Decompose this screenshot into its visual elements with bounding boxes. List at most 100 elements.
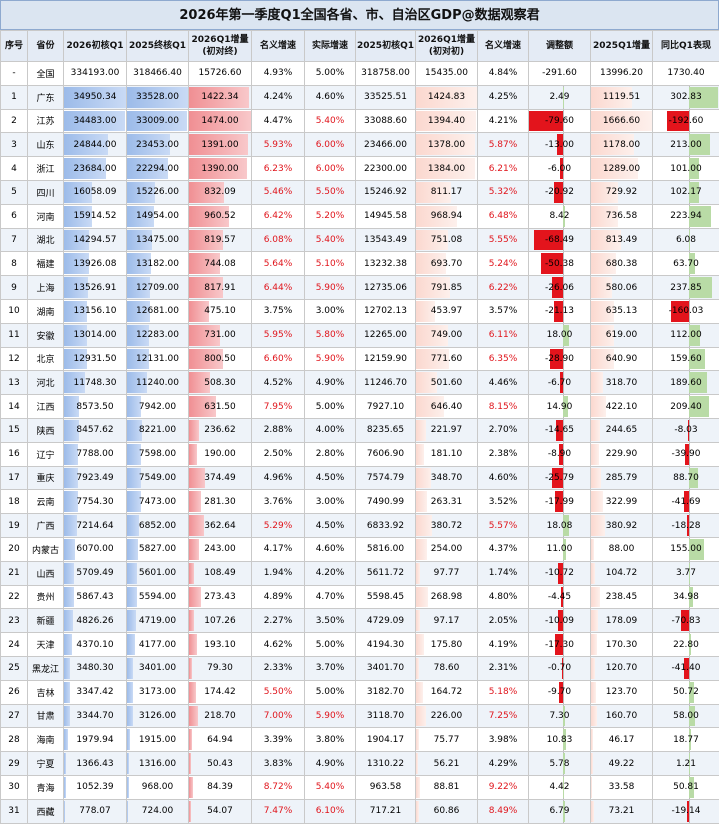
table-cell: 422.10 [591,395,653,419]
data-bar [591,706,597,727]
cell-value: 2 [11,116,17,126]
cell-value: 968.00 [142,782,174,792]
table-cell: 453.97 [416,299,478,323]
cell-value: 4.42 [549,782,569,792]
cell-value: 10.83 [547,735,573,745]
table-cell: 4 [1,157,28,181]
table-cell: 3118.70 [356,704,416,728]
data-bar [64,753,66,774]
data-bar [416,587,428,608]
table-cell: 7.25% [478,704,529,728]
data-bar [591,634,597,655]
table-cell: 1422.34 [189,85,252,109]
table-cell: 84.39 [189,775,252,799]
cell-value: -41.69 [671,497,700,507]
data-bar [591,515,605,536]
table-cell: 7.00% [252,704,305,728]
cell-value: 380.72 [431,521,463,531]
cell-value: 3 [11,140,17,150]
cell-value: 8.42 [549,211,569,221]
table-cell: 112.00 [653,323,719,347]
data-bar [127,610,136,631]
cell-value: 25 [8,663,19,673]
table-cell: 34.98 [653,585,719,609]
cell-value: 14.90 [547,402,573,412]
table-cell: 5.95% [252,323,305,347]
table-cell: -13.00 [529,133,591,157]
data-bar [416,563,420,584]
data-bar [189,777,193,798]
cell-value: 7473.00 [139,497,176,507]
cell-value: 7.25% [489,711,518,721]
table-cell: 4.70% [305,585,356,609]
cell-value: 18 [8,497,19,507]
table-cell: -41.69 [653,490,719,514]
cell-value: 640.90 [606,354,638,364]
table-cell: 619.00 [591,323,653,347]
data-bar [416,706,426,727]
cell-value: 7788.00 [76,449,113,459]
cell-value: 4.60% [316,544,345,554]
table-cell: 4.47% [252,109,305,133]
cell-value: 1666.60 [603,116,640,126]
table-cell: 7.95% [252,395,305,419]
table-cell: 3.50% [305,609,356,633]
cell-value: 229.90 [606,449,638,459]
table-cell: 12265.00 [356,323,416,347]
table-cell: 1052.39 [64,775,127,799]
cell-value: 2.38% [489,449,518,459]
cell-value: 693.70 [431,259,463,269]
table-cell: 10.83 [529,728,591,752]
table-cell: 78.60 [416,656,478,680]
table-cell: 12131.00 [127,347,189,371]
table-cell: 968.00 [127,775,189,799]
table-cell: -14.65 [529,418,591,442]
cell-value: 729.92 [606,187,638,197]
table-cell: 4719.00 [127,609,189,633]
data-bar [591,491,603,512]
table-cell: 4.21% [478,109,529,133]
table-cell: 771.60 [416,347,478,371]
cell-value: 5594.00 [139,592,176,602]
table-cell: 731.00 [189,323,252,347]
cell-value: 5.55% [489,235,518,245]
cell-value: 1289.00 [603,164,640,174]
data-bar [189,658,192,679]
table-cell: 273.43 [189,585,252,609]
table-cell: 江苏 [28,109,64,133]
table-cell: 15226.00 [127,180,189,204]
cell-value: 4.62% [264,640,293,650]
data-bar [64,515,77,536]
table-cell: 8 [1,252,28,276]
cell-value: -18.28 [671,521,700,531]
cell-value: 20 [8,544,19,554]
cell-value: 819.57 [204,235,236,245]
data-bar [189,729,192,750]
column-header: 2025初核Q1 [356,31,416,62]
table-cell: 3182.70 [356,680,416,704]
table-cell: 14 [1,395,28,419]
cell-value: 8.49% [489,806,518,816]
data-bar [416,539,427,560]
cell-value: -192.60 [669,116,704,126]
table-cell: 218.70 [189,704,252,728]
cell-value: 2.50% [264,449,293,459]
table-cell: 6.11% [478,323,529,347]
cell-value: 1 [11,92,17,102]
cell-value: 60.86 [434,806,460,816]
table-cell: 8457.62 [64,418,127,442]
cell-value: 江苏 [36,117,54,127]
table-cell: 4.93% [252,62,305,86]
table-cell: 680.38 [591,252,653,276]
table-cell: 7923.49 [64,466,127,490]
table-cell: 2.27% [252,609,305,633]
cell-value: 181.10 [431,449,463,459]
table-cell: 5709.49 [64,561,127,585]
cell-value: 4.80% [489,592,518,602]
table-cell: 751.08 [416,228,478,252]
cell-value: 5.90% [316,354,345,364]
